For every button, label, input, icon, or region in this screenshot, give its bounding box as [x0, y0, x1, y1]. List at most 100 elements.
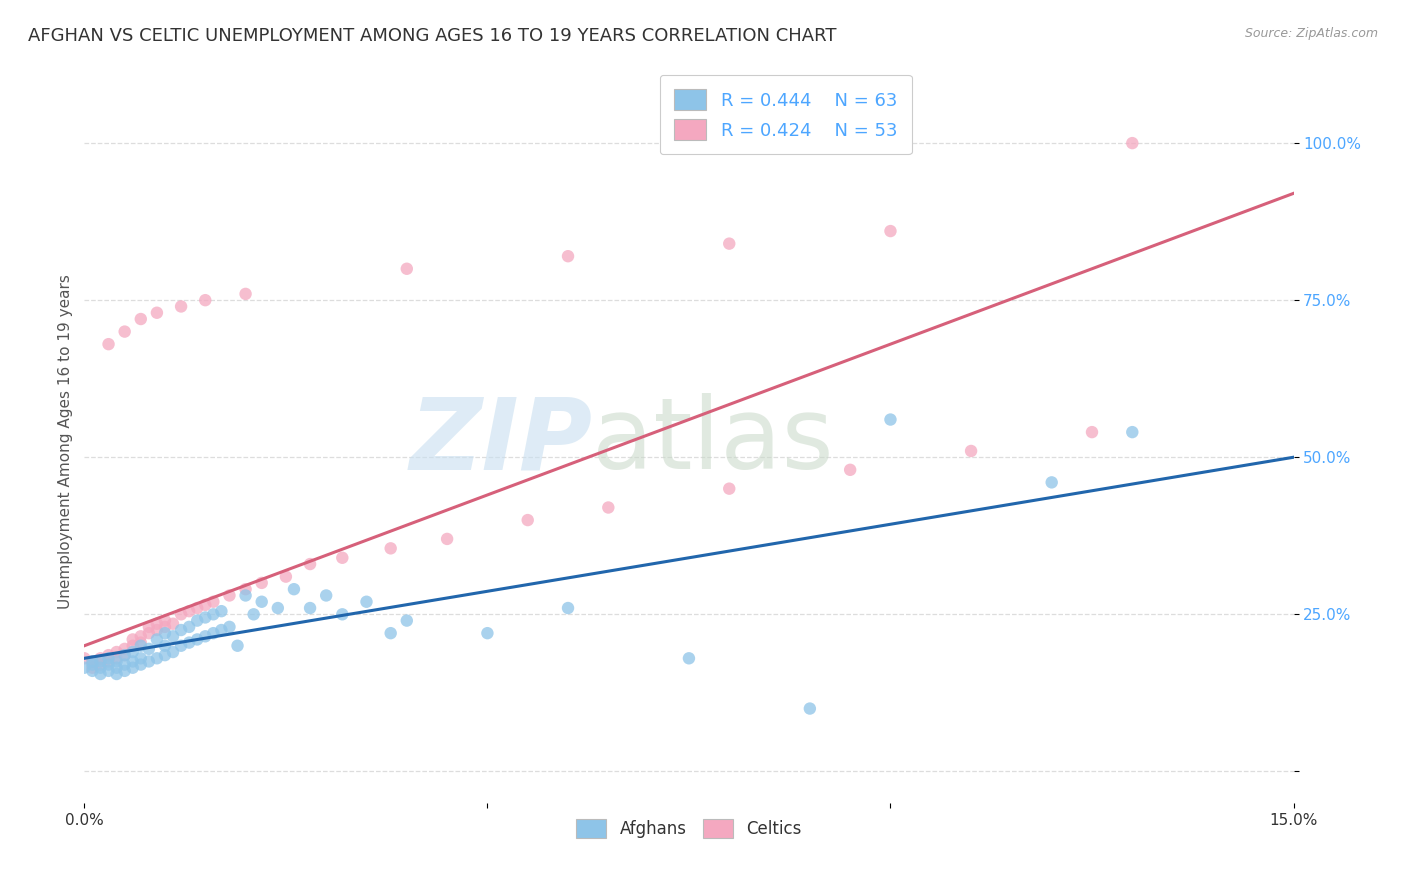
Point: [153, 639, 176, 653]
Point: [1121, 136, 1143, 150]
Point: [218, 620, 240, 634]
Point: [82, 661, 104, 675]
Point: [209, 623, 232, 637]
Point: [82, 657, 104, 672]
Point: [299, 557, 322, 571]
Point: [114, 648, 136, 662]
Point: [1121, 425, 1143, 439]
Point: [121, 632, 143, 647]
Point: [121, 655, 143, 669]
Point: [395, 261, 418, 276]
Point: [718, 482, 741, 496]
Point: [179, 620, 201, 634]
Point: [186, 632, 208, 647]
Point: [162, 645, 184, 659]
Point: [129, 312, 152, 326]
Point: [73, 661, 96, 675]
Text: ZIP: ZIP: [409, 393, 592, 490]
Point: [73, 651, 96, 665]
Point: [129, 635, 152, 649]
Point: [202, 607, 225, 622]
Point: [235, 286, 257, 301]
Point: [250, 595, 273, 609]
Point: [138, 620, 160, 634]
Point: [235, 582, 257, 597]
Point: [138, 626, 160, 640]
Point: [477, 626, 499, 640]
Point: [186, 601, 208, 615]
Point: [678, 651, 700, 665]
Point: [299, 601, 322, 615]
Point: [121, 645, 143, 659]
Point: [146, 616, 169, 631]
Point: [153, 614, 176, 628]
Point: [380, 626, 402, 640]
Point: [146, 623, 169, 637]
Point: [114, 657, 136, 672]
Point: [146, 651, 169, 665]
Point: [82, 664, 104, 678]
Point: [179, 635, 201, 649]
Point: [97, 337, 120, 351]
Point: [235, 589, 257, 603]
Point: [105, 661, 128, 675]
Point: [194, 598, 217, 612]
Point: [170, 623, 193, 637]
Legend: Afghans, Celtics: Afghans, Celtics: [569, 813, 808, 845]
Point: [97, 664, 120, 678]
Point: [194, 629, 217, 643]
Point: [114, 664, 136, 678]
Point: [879, 224, 901, 238]
Point: [97, 657, 120, 672]
Point: [267, 601, 290, 615]
Point: [274, 569, 297, 583]
Point: [162, 629, 184, 643]
Y-axis label: Unemployment Among Ages 16 to 19 years: Unemployment Among Ages 16 to 19 years: [58, 274, 73, 609]
Point: [129, 651, 152, 665]
Point: [121, 661, 143, 675]
Point: [138, 641, 160, 656]
Point: [162, 616, 184, 631]
Point: [395, 614, 418, 628]
Point: [146, 632, 169, 647]
Point: [89, 651, 111, 665]
Point: [380, 541, 402, 556]
Point: [194, 293, 217, 308]
Point: [129, 657, 152, 672]
Point: [89, 655, 111, 669]
Point: [146, 306, 169, 320]
Point: [356, 595, 378, 609]
Point: [186, 614, 208, 628]
Point: [97, 651, 120, 665]
Point: [960, 444, 983, 458]
Point: [129, 629, 152, 643]
Point: [105, 651, 128, 665]
Point: [202, 595, 225, 609]
Point: [226, 639, 249, 653]
Point: [330, 607, 353, 622]
Text: AFGHAN VS CELTIC UNEMPLOYMENT AMONG AGES 16 TO 19 YEARS CORRELATION CHART: AFGHAN VS CELTIC UNEMPLOYMENT AMONG AGES…: [28, 27, 837, 45]
Point: [89, 661, 111, 675]
Point: [170, 300, 193, 314]
Point: [436, 532, 458, 546]
Point: [97, 655, 120, 669]
Point: [718, 236, 741, 251]
Point: [598, 500, 620, 515]
Point: [283, 582, 305, 597]
Text: atlas: atlas: [592, 393, 834, 490]
Point: [194, 610, 217, 624]
Point: [1040, 475, 1063, 490]
Point: [557, 601, 579, 615]
Text: Source: ZipAtlas.com: Source: ZipAtlas.com: [1244, 27, 1378, 40]
Point: [516, 513, 538, 527]
Point: [97, 648, 120, 662]
Point: [799, 701, 821, 715]
Point: [315, 589, 337, 603]
Point: [89, 667, 111, 681]
Point: [114, 325, 136, 339]
Point: [209, 604, 232, 618]
Point: [242, 607, 264, 622]
Point: [153, 620, 176, 634]
Point: [879, 412, 901, 426]
Point: [557, 249, 579, 263]
